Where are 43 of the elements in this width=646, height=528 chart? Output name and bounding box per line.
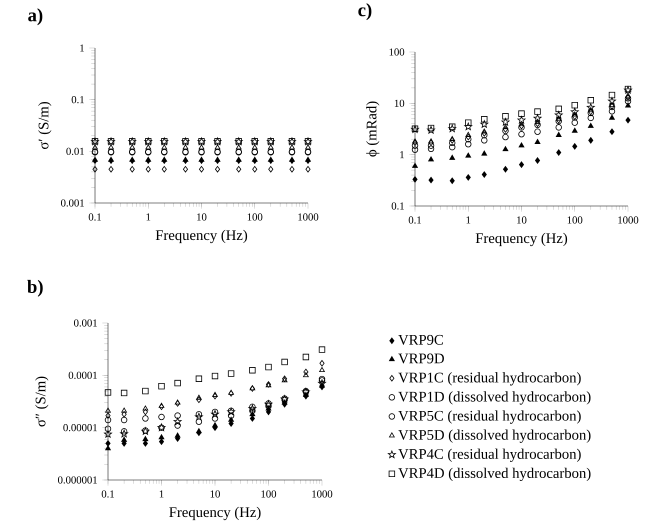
x-tick-label: 1000 [312, 490, 332, 498]
x-tick-label: 1 [160, 490, 164, 498]
y-tick-label: 0.001 [74, 319, 97, 327]
y-axis-title: σ″ (S/m) [35, 376, 48, 426]
y-tick-label: 1 [400, 151, 404, 158]
legend-label: VRP5D (dissolved hydrocarbon) [398, 430, 591, 443]
x-tick-label: 10 [210, 490, 220, 498]
legend-label: VRP9D [398, 354, 444, 364]
legend-label: VRP1C (residual hydrocarbon) [398, 372, 581, 386]
chart-title: b) [27, 280, 43, 297]
legend-label: VRP4C (residual hydrocarbon) [398, 448, 581, 462]
x-tick-label: 10 [197, 213, 206, 221]
legend-label: VRP9C [398, 334, 443, 345]
y-tick-label: 0.1 [72, 96, 84, 104]
chart-title: c) [358, 3, 372, 20]
chart-title: a) [28, 8, 42, 26]
x-tick-label: 1 [146, 213, 150, 220]
x-tick-label: 1000 [618, 216, 638, 224]
y-tick-label: 0.01 [66, 148, 84, 155]
legend-label: VRP1D (dissolved hydrocarbon) [398, 391, 591, 405]
x-tick-label: 0.1 [408, 216, 422, 224]
legend-label: VRP4D (dissolved hydrocarbon) [398, 468, 591, 482]
x-tick-label: 100 [568, 216, 582, 224]
y-tick-label: 10 [394, 100, 404, 107]
y-tick-label: 0.0001 [68, 372, 97, 379]
y-axis-title: ϕ (mRad) [366, 102, 380, 157]
x-tick-label: 10 [517, 216, 526, 224]
y-tick-label: 0.001 [61, 199, 84, 207]
x-axis-title: Frequency (Hz) [476, 232, 568, 246]
y-tick-label: 0.1 [392, 202, 404, 210]
legend-label: VRP5C (residual hydrocarbon) [398, 410, 581, 424]
x-axis-title: Frequency (Hz) [156, 230, 248, 244]
x-tick-label: 1 [466, 216, 470, 224]
y-axis-title: σ′ (S/m) [38, 102, 52, 150]
x-tick-label: 1000 [298, 213, 318, 221]
y-tick-label: 1 [80, 44, 84, 52]
x-tick-label: 100 [248, 213, 262, 221]
x-axis-title: Frequency (Hz) [169, 506, 261, 520]
x-tick-label: 100 [261, 490, 276, 498]
y-tick-label: 100 [390, 48, 404, 56]
y-tick-label: 0.000001 [58, 476, 97, 484]
x-tick-label: 0.1 [102, 490, 114, 498]
y-tick-label: 0.00001 [63, 424, 97, 432]
